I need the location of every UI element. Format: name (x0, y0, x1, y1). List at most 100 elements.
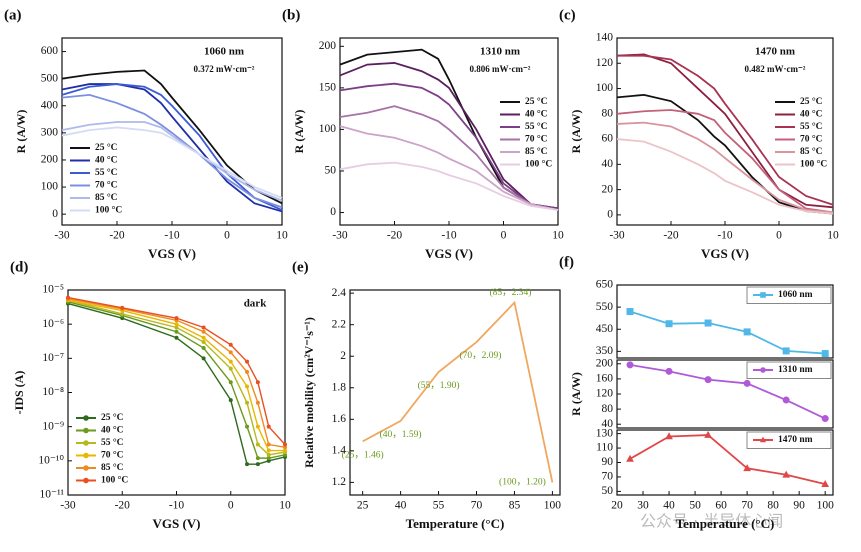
y-tick-label: 130 (596, 427, 614, 439)
x-axis-label: VGS (V) (425, 246, 473, 261)
marker (743, 379, 751, 387)
y-tick-label: 500 (41, 72, 59, 84)
marker (266, 448, 271, 453)
marker (782, 470, 791, 478)
y-tick-label: 10⁻⁵ (42, 284, 64, 296)
annotation: 0.806 mW·cm⁻² (470, 64, 531, 74)
y-tick-label: 160 (596, 373, 614, 385)
legend-marker (83, 427, 89, 434)
y-tick-label: 40 (602, 418, 614, 430)
series-line (362, 300, 554, 483)
panel-label: (d) (10, 259, 28, 275)
x-tick-label: -10 (164, 230, 180, 242)
y-tick-label: 1.6 (332, 413, 347, 425)
marker (255, 400, 260, 405)
y-axis-label: R (A/W) (569, 110, 583, 154)
marker (626, 308, 634, 316)
x-tick-label: 25 (357, 500, 369, 512)
x-tick-label: -20 (387, 230, 403, 242)
series-line (339, 82, 559, 210)
marker (201, 325, 206, 330)
y-tick-label: 100 (596, 82, 614, 94)
legend-label: 1470 nm (778, 435, 813, 445)
x-tick-label: 85 (509, 500, 521, 512)
series-line (616, 121, 834, 214)
marker (283, 442, 287, 447)
y-tick-label: 100 (319, 123, 337, 135)
value-label: (55，1.90) (418, 380, 460, 391)
marker (704, 430, 712, 438)
x-tick-label: 10 (279, 500, 291, 512)
y-tick-label: 70 (602, 471, 614, 483)
marker (266, 424, 271, 429)
series-line (616, 138, 834, 215)
marker (743, 328, 751, 336)
annotation: 0.482 mW·cm⁻² (745, 64, 806, 74)
series-line (616, 53, 834, 209)
marker (174, 325, 179, 330)
x-tick-label: 0 (776, 230, 782, 242)
y-tick-label: 350 (596, 345, 614, 357)
y-tick-label: 2 (340, 350, 346, 362)
series-line (61, 126, 283, 199)
y-tick-label: 20 (602, 183, 614, 195)
series-line (61, 69, 283, 205)
marker (782, 347, 790, 355)
marker (266, 456, 271, 461)
marker (228, 350, 233, 355)
y-axis-label: R (A/W) (569, 372, 583, 416)
y-tick-label: 50 (602, 485, 614, 497)
y-tick-label: 1.8 (332, 381, 347, 393)
x-tick-label: 40 (663, 500, 675, 512)
legend-label: 85 °C (95, 192, 118, 203)
marker (245, 359, 250, 364)
series-line (629, 364, 826, 420)
y-tick-label: 40 (602, 158, 614, 170)
y-tick-label: 60 (602, 133, 614, 145)
y-tick-label: 0 (52, 208, 58, 220)
y-tick-label: 2.4 (332, 287, 347, 299)
marker (120, 311, 125, 316)
marker (704, 319, 712, 327)
y-tick-label: 50 (325, 165, 337, 177)
x-axis-label: VGS (V) (148, 246, 196, 261)
legend-marker (83, 477, 89, 484)
legend-label: 40 °C (525, 109, 548, 120)
y-tick-label: 400 (41, 99, 59, 111)
legend-marker (83, 465, 89, 471)
legend-marker (759, 436, 767, 443)
y-tick-label: 140 (596, 32, 614, 44)
value-label: (25，1.46) (342, 450, 384, 461)
marker (245, 384, 250, 389)
marker (665, 367, 673, 375)
series-line (616, 109, 834, 214)
legend-label: 25 °C (525, 96, 548, 107)
x-tick-label: 30 (637, 500, 649, 512)
x-tick-label: 0 (501, 230, 507, 242)
annotation: dark (244, 298, 268, 310)
series-line (339, 62, 559, 210)
x-tick-label: 40 (395, 500, 407, 512)
x-tick-label: 55 (433, 500, 445, 512)
x-tick-label: -10 (441, 230, 457, 242)
annotation: 1470 nm (755, 46, 795, 58)
panel-label: (f) (559, 254, 574, 270)
series-line (61, 83, 283, 213)
panel-label: (a) (4, 7, 22, 23)
series-line (339, 125, 559, 211)
legend-marker (760, 292, 766, 298)
x-tick-label: -30 (332, 230, 348, 242)
legend-label: 70 °C (800, 134, 823, 145)
y-tick-label: 90 (602, 456, 614, 468)
series-line (339, 105, 559, 211)
watermark: 公众号 · 半导体心闻 (640, 512, 783, 531)
y-tick-label: 600 (41, 45, 59, 57)
panel-label: (c) (559, 7, 576, 23)
legend-label: 85 °C (525, 146, 548, 157)
y-tick-label: 80 (602, 107, 614, 119)
marker (201, 340, 206, 345)
marker (821, 479, 830, 487)
marker (266, 442, 271, 447)
